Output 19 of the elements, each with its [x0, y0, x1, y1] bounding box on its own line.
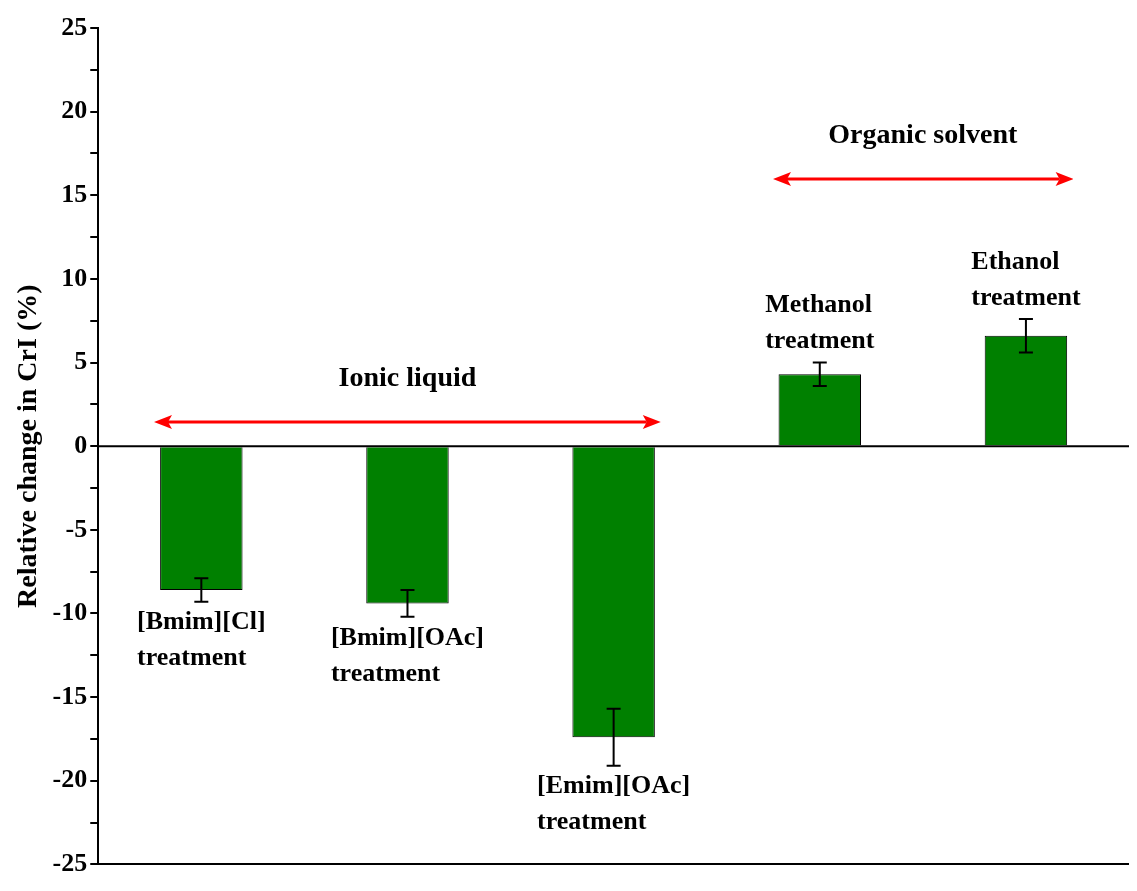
annotation: Ionic liquid: [338, 360, 477, 395]
y-axis-title: Relative change in CrI (%): [11, 284, 43, 608]
x-tick-label: Methanol treatment: [765, 289, 875, 355]
y-tick-label: -25: [52, 848, 88, 878]
y-tick-label: -20: [52, 764, 88, 794]
x-tick-label: Ethanol treatment: [971, 245, 1081, 311]
y-tick-label: 20: [61, 95, 88, 125]
x-tick-label: [Emim][OAc] treatment: [537, 770, 691, 836]
x-tick-label: [Bmim][OAc] treatment: [330, 621, 485, 687]
y-tick-label: 15: [61, 179, 88, 208]
annotation: Organic solvent: [828, 117, 1018, 152]
y-tick-label: -10: [52, 597, 88, 627]
y-tick-label: 25: [61, 11, 88, 41]
y-tick-label: 10: [61, 262, 88, 292]
y-tick-label: 0: [74, 429, 88, 459]
y-tick-label: 5: [74, 346, 88, 376]
x-tick-label: [Bmim][Cl] treatment: [137, 606, 266, 672]
y-tick-label: -5: [65, 513, 88, 543]
y-tick-label: -15: [52, 680, 88, 710]
